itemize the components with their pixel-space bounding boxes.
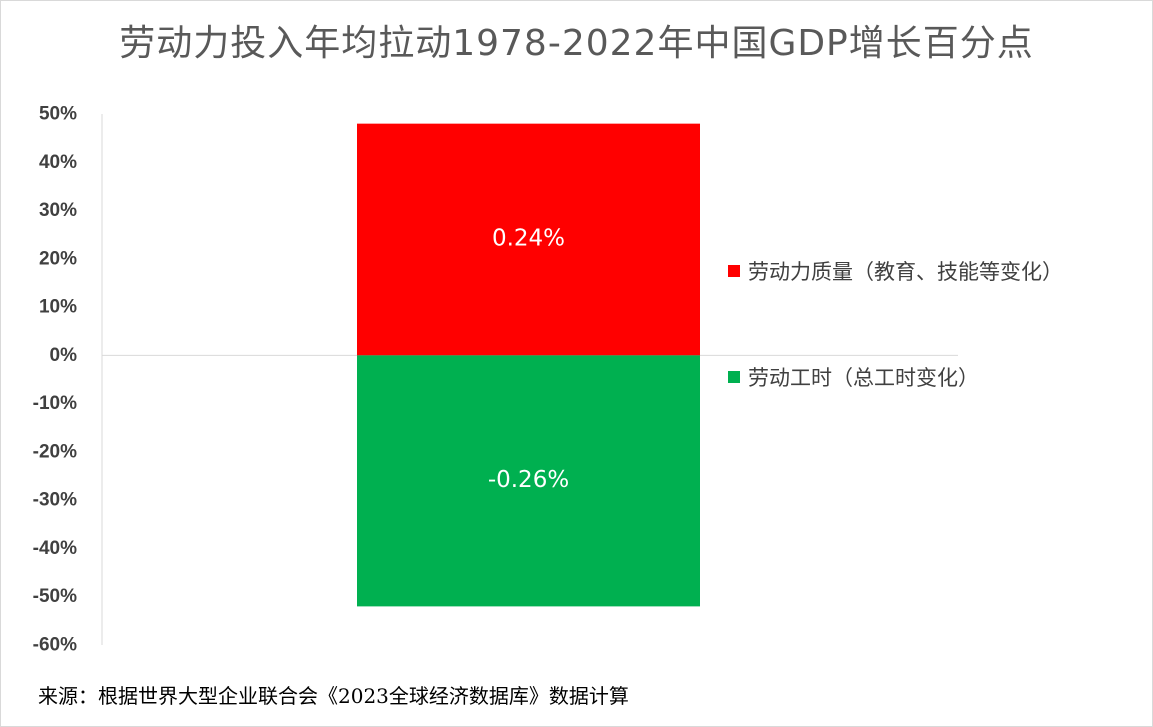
chart-title: 劳动力投入年均拉动1978-2022年中国GDP增长百分点: [119, 23, 1034, 64]
legend-label-labor-quality: 劳动力质量（教育、技能等变化）: [748, 260, 1063, 284]
source-note: 来源：根据世界大型企业联合会《2023全球经济数据库》数据计算: [38, 684, 629, 708]
y-tick-label: 30%: [39, 200, 77, 221]
legend-item-labor-hours: 劳动工时（总工时变化）: [728, 362, 1063, 392]
legend-swatch-labor-hours: [728, 371, 740, 383]
data-label-labor-quality: 0.24%: [492, 226, 565, 252]
y-tick-label: 50%: [39, 104, 77, 125]
y-tick-label: -50%: [33, 586, 77, 607]
y-tick-label: 0%: [50, 345, 78, 366]
y-tick-label: -30%: [33, 490, 77, 511]
legend-swatch-labor-quality: [728, 265, 740, 277]
legend: 劳动力质量（教育、技能等变化） 劳动工时（总工时变化）: [728, 256, 1063, 468]
data-label-labor-hours: -0.26%: [488, 467, 569, 493]
y-tick-label: -20%: [33, 441, 77, 462]
y-tick-label: 40%: [39, 152, 77, 173]
bar-layer: 0.24% -0.26%: [357, 123, 700, 607]
legend-item-labor-quality: 劳动力质量（教育、技能等变化）: [728, 256, 1063, 286]
y-tick-label: 20%: [39, 248, 77, 269]
y-tick-label: -40%: [33, 538, 77, 559]
bar-labor-quality: [357, 123, 700, 356]
legend-label-labor-hours: 劳动工时（总工时变化）: [748, 366, 979, 390]
y-tick-label: -60%: [33, 635, 77, 656]
bar-labor-hours: [357, 355, 700, 607]
y-tick-label: -10%: [33, 393, 77, 414]
axis-layer: 50% 40% 30% 20% 10% 0% -10% -20% -30% -40% -50% -60…: [33, 104, 958, 656]
y-tick-label: 10%: [39, 297, 77, 318]
